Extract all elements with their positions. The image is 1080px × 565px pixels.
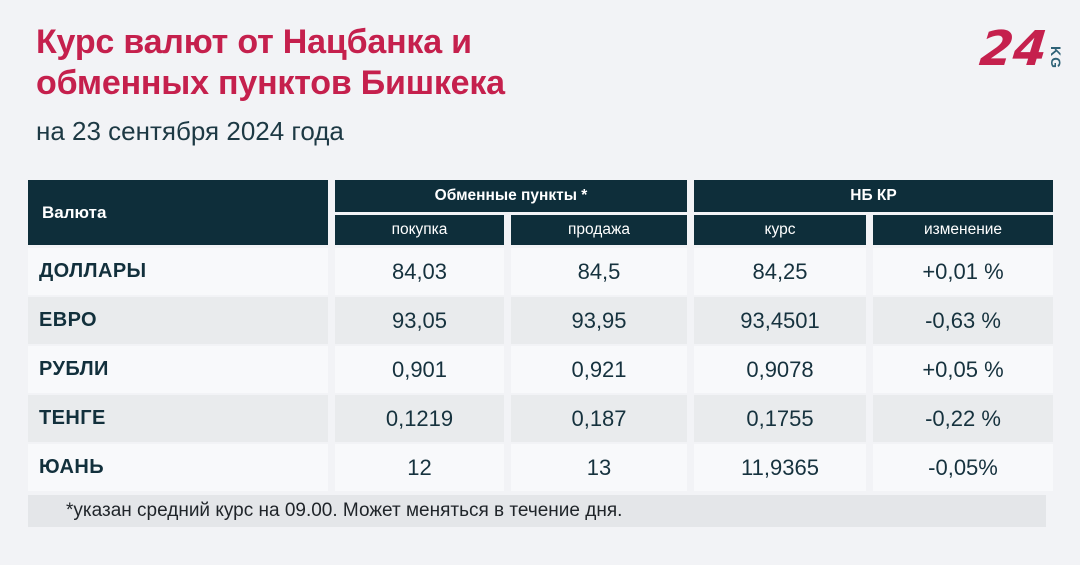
cell-buy: 0,901	[335, 346, 504, 393]
page-title: Курс валют от Нацбанка и обменных пункто…	[36, 22, 505, 104]
cell-sell: 0,187	[511, 395, 687, 442]
header-currency: Валюта	[28, 180, 328, 245]
cell-sell: 93,95	[511, 297, 687, 344]
header-change: изменение	[873, 215, 1053, 245]
cell-rate: 0,9078	[694, 346, 866, 393]
cell-rate: 11,9365	[694, 444, 866, 491]
cell-rate: 93,4501	[694, 297, 866, 344]
table-body: ДОЛЛАРЫ 84,03 84,5 84,25 +0,01 % ЕВРО 93…	[28, 248, 1053, 491]
cell-change: +0,05 %	[873, 346, 1053, 393]
cell-buy: 12	[335, 444, 504, 491]
logo-24-mark: 24	[977, 21, 1050, 77]
header-group-nbkr: НБ КР	[694, 180, 1053, 212]
date-subtitle: на 23 сентября 2024 года	[36, 116, 344, 146]
cell-sell: 84,5	[511, 248, 687, 295]
cell-currency: ДОЛЛАРЫ	[28, 248, 328, 295]
cell-currency: ЕВРО	[28, 297, 328, 344]
cell-currency: ЮАНЬ	[28, 444, 328, 491]
table-row: ТЕНГЕ 0,1219 0,187 0,1755 -0,22 %	[28, 395, 1053, 442]
header-buy: покупка	[335, 215, 504, 245]
cell-buy: 93,05	[335, 297, 504, 344]
page-title-line2: обменных пунктов Бишкека	[36, 64, 505, 102]
table-row: ЮАНЬ 12 13 11,9365 -0,05%	[28, 444, 1053, 491]
cell-change: +0,01 %	[873, 248, 1053, 295]
page-title-line1: Курс валют от Нацбанка и	[36, 23, 472, 61]
logo-24kg: 24 KG	[977, 21, 1064, 77]
table-row: ДОЛЛАРЫ 84,03 84,5 84,25 +0,01 %	[28, 248, 1053, 295]
cell-currency: РУБЛИ	[28, 346, 328, 393]
cell-rate: 0,1755	[694, 395, 866, 442]
header-sell: продажа	[511, 215, 687, 245]
table-row: РУБЛИ 0,901 0,921 0,9078 +0,05 %	[28, 346, 1053, 393]
cell-change: -0,05%	[873, 444, 1053, 491]
cell-buy: 84,03	[335, 248, 504, 295]
footnote-strip: *указан средний курс на 09.00. Может мен…	[28, 495, 1046, 527]
currency-table: Валюта Обменные пункты * НБ КР покупка п…	[28, 180, 1053, 527]
cell-change: -0,63 %	[873, 297, 1053, 344]
cell-currency: ТЕНГЕ	[28, 395, 328, 442]
cell-buy: 0,1219	[335, 395, 504, 442]
cell-rate: 84,25	[694, 248, 866, 295]
cell-sell: 13	[511, 444, 687, 491]
cell-sell: 0,921	[511, 346, 687, 393]
table-header: Валюта Обменные пункты * НБ КР покупка п…	[28, 180, 1053, 245]
logo-kg-label: KG	[1047, 46, 1064, 69]
cell-change: -0,22 %	[873, 395, 1053, 442]
table-row: ЕВРО 93,05 93,95 93,4501 -0,63 %	[28, 297, 1053, 344]
header-rate: курс	[694, 215, 866, 245]
header-group-exchange-points: Обменные пункты *	[335, 180, 687, 212]
